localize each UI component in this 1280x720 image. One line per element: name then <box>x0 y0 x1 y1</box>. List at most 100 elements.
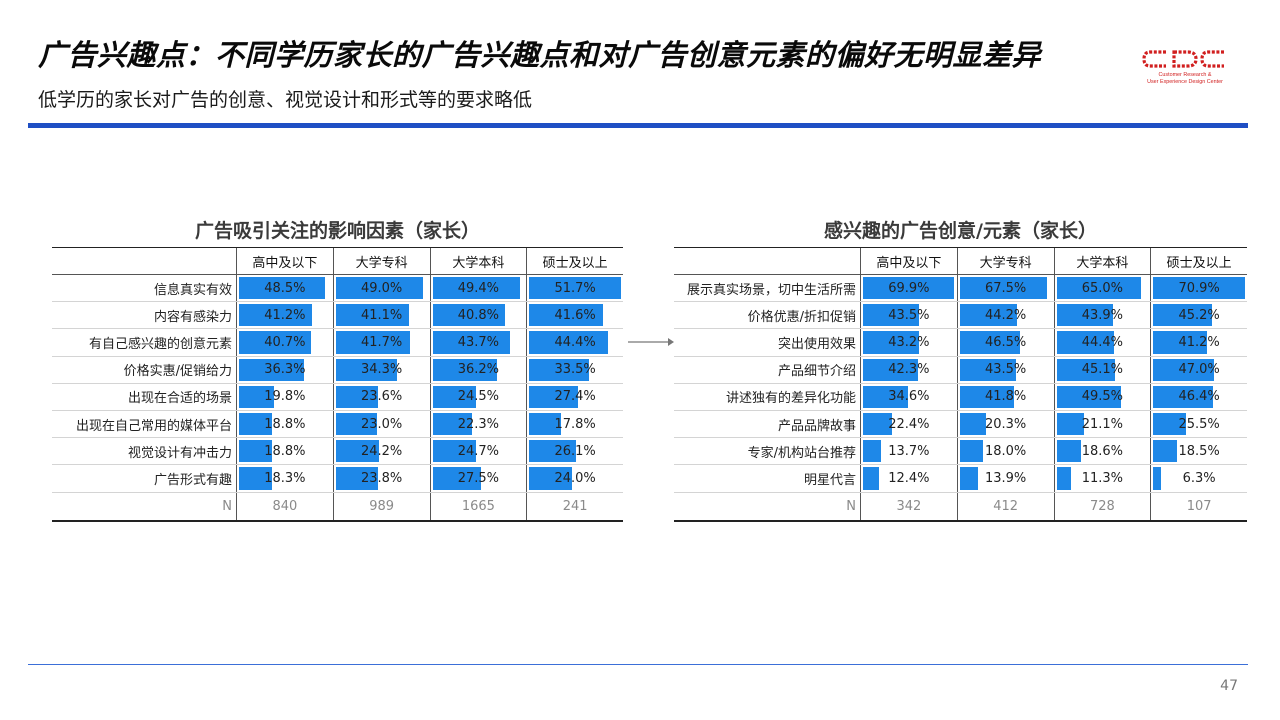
data-label: 49.0% <box>360 280 403 296</box>
value-cell: 44.2% <box>958 302 1055 329</box>
value-cell: 43.5% <box>861 302 958 329</box>
row-label: 视觉设计有冲击力 <box>52 438 237 465</box>
value-cell: 24.0% <box>527 465 623 491</box>
column-header: 高中及以下 <box>861 248 958 274</box>
value-cell: 43.5% <box>958 356 1055 383</box>
sample-size-label: N <box>52 492 237 520</box>
value-cell: 18.3% <box>237 465 334 492</box>
data-label: 13.7% <box>888 443 930 459</box>
data-label: 11.3% <box>1081 470 1124 486</box>
value-cell: 11.3% <box>1055 465 1152 492</box>
header-corner-cell <box>674 248 861 274</box>
bar <box>432 277 521 300</box>
bar <box>239 277 326 300</box>
data-label: 21.1% <box>1081 416 1124 432</box>
data-label: 70.9% <box>1178 280 1220 296</box>
table-row: 产品品牌故事 22.4% 20.3% 21.1% 25.5% <box>674 410 1247 439</box>
column-header: 高中及以下 <box>237 248 334 274</box>
bar <box>335 385 378 408</box>
bar <box>335 304 409 327</box>
data-label: 49.4% <box>457 280 500 296</box>
value-cell: 45.2% <box>1151 302 1247 328</box>
footer-rule <box>28 664 1248 665</box>
data-label: 18.5% <box>1178 443 1220 459</box>
data-label: 27.5% <box>457 470 500 486</box>
bar <box>863 331 920 354</box>
bar <box>1153 467 1162 490</box>
bar <box>335 467 379 490</box>
chart-title-attention-factors: 广告吸引关注的影响因素（家长） <box>194 220 480 242</box>
sample-size-cell: 989 <box>334 492 431 520</box>
bar <box>863 440 881 463</box>
value-cell: 51.7% <box>527 275 623 301</box>
data-label: 13.9% <box>984 470 1027 486</box>
row-label: 有自己感兴趣的创意元素 <box>52 329 237 356</box>
bar <box>1153 304 1212 327</box>
bar <box>239 440 273 463</box>
data-label: 20.3% <box>984 416 1027 432</box>
sample-size-cell: 412 <box>958 492 1055 520</box>
bar <box>1056 412 1084 436</box>
bar <box>529 412 561 436</box>
bar <box>239 358 304 381</box>
arrow-right-icon <box>628 338 674 346</box>
data-label: 40.7% <box>264 334 306 350</box>
value-cell: 17.8% <box>527 411 623 437</box>
cdc-logo: Customer Research & User Experience Desi… <box>1140 48 1230 88</box>
data-label: 51.7% <box>554 280 596 296</box>
sample-size-row: N 840 989 1665 241 <box>52 492 623 520</box>
value-cell: 45.1% <box>1055 356 1152 383</box>
bar <box>529 277 622 300</box>
bar <box>959 385 1014 408</box>
header-rule <box>28 123 1248 128</box>
value-cell: 27.4% <box>527 384 623 410</box>
data-label: 17.8% <box>554 416 596 432</box>
table-row: 展示真实场景，切中生活所需 69.9% 67.5% 65.0% 70.9% <box>674 275 1247 303</box>
page-title: 广告兴趣点：不同学历家长的广告兴趣点和对广告创意元素的偏好无明显差异 <box>38 38 1042 72</box>
data-label: 23.6% <box>360 389 403 405</box>
value-cell: 46.5% <box>958 329 1055 356</box>
bar <box>863 304 920 327</box>
value-cell: 49.0% <box>334 275 431 302</box>
data-label: 44.2% <box>984 307 1027 323</box>
bar <box>432 304 506 327</box>
sample-size-cell: 840 <box>237 492 334 520</box>
bar <box>432 440 477 463</box>
data-label: 41.2% <box>264 307 306 323</box>
table-row: 价格实惠/促销给力 36.3% 34.3% 36.2% 33.5% <box>52 356 623 384</box>
value-cell: 69.9% <box>861 275 958 302</box>
data-label: 24.0% <box>554 470 596 486</box>
row-label: 专家/机构站台推荐 <box>674 438 861 465</box>
logo-line-1: Customer Research & <box>1158 72 1212 78</box>
bar <box>239 331 312 354</box>
value-cell: 40.7% <box>237 329 334 356</box>
data-label: 24.7% <box>457 443 500 459</box>
data-label: 18.0% <box>984 443 1027 459</box>
data-label: 69.9% <box>888 280 930 296</box>
bar <box>863 412 893 436</box>
data-label: 33.5% <box>554 362 596 378</box>
bar <box>959 331 1021 354</box>
table-row: 产品细节介绍 42.3% 43.5% 45.1% 47.0% <box>674 356 1247 384</box>
bar <box>959 412 987 436</box>
row-label: 广告形式有趣 <box>52 465 237 492</box>
table-row: 明星代言 12.4% 13.9% 11.3% 6.3% <box>674 465 1247 493</box>
value-cell: 27.5% <box>431 465 528 492</box>
data-label: 41.7% <box>360 334 403 350</box>
row-label: 产品品牌故事 <box>674 410 861 438</box>
row-label: 价格实惠/促销给力 <box>52 356 237 383</box>
table-row: 出现在合适的场景 19.8% 23.6% 24.5% 27.4% <box>52 383 623 411</box>
table-creative-elements: 高中及以下 大学专科 大学本科 硕士及以上 展示真实场景，切中生活所需 69.9% 67.5… <box>674 247 1247 522</box>
value-cell: 36.2% <box>431 356 528 383</box>
data-label: 24.5% <box>457 389 500 405</box>
sample-size-label: N <box>674 492 861 520</box>
bar <box>1056 304 1114 327</box>
value-cell: 24.5% <box>431 383 528 410</box>
data-label: 43.9% <box>1081 307 1124 323</box>
bar <box>1153 385 1214 408</box>
table-header-row: 高中及以下 大学专科 大学本科 硕士及以上 <box>52 248 623 275</box>
column-header: 大学本科 <box>431 248 528 274</box>
bar <box>529 331 609 354</box>
table-attention-factors: 高中及以下 大学专科 大学本科 硕士及以上 信息真实有效 48.5% 49.0% 49.4% 5… <box>52 247 623 522</box>
data-label: 67.5% <box>984 280 1027 296</box>
